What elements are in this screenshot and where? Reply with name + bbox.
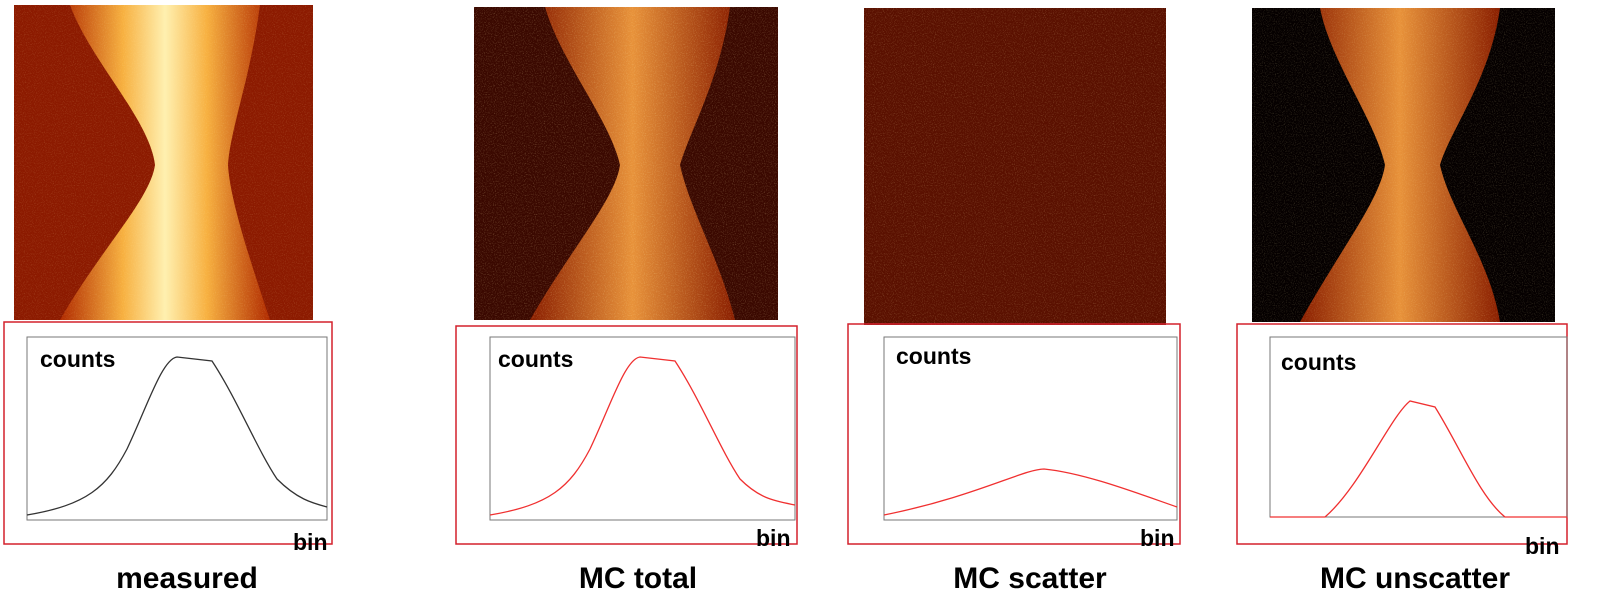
caption: MC unscatter: [1320, 562, 1510, 595]
y-label: counts: [1281, 349, 1356, 375]
plot-frame: [847, 323, 1181, 545]
profile-curve: [489, 356, 796, 516]
profile-curve: [883, 468, 1178, 516]
noise: [474, 7, 778, 320]
x-label: bin: [1525, 533, 1560, 559]
noise: [1252, 8, 1555, 322]
axes: [489, 336, 796, 521]
panel: counts bin MC scatter: [847, 8, 1181, 595]
x-label: bin: [1140, 525, 1175, 551]
caption: MC scatter: [953, 562, 1107, 595]
x-label: bin: [756, 525, 791, 551]
panel: counts bin MC unscatter: [1236, 8, 1568, 595]
panel: counts bin measured: [3, 5, 333, 595]
profile-curve: [26, 356, 328, 516]
noise: [864, 8, 1166, 325]
profile-curve: [1270, 400, 1567, 518]
plot-frame: [3, 321, 333, 545]
caption: measured: [116, 562, 258, 595]
noise: [14, 5, 313, 320]
y-label: counts: [896, 343, 971, 369]
axes: [1269, 336, 1568, 518]
axes: [26, 336, 328, 521]
caption: MC total: [579, 562, 697, 595]
x-label: bin: [293, 529, 328, 555]
panel: counts bin MC total: [455, 7, 798, 595]
y-label: counts: [40, 346, 115, 372]
axes: [883, 336, 1178, 521]
plot-frame: [455, 325, 798, 545]
y-label: counts: [498, 346, 573, 372]
